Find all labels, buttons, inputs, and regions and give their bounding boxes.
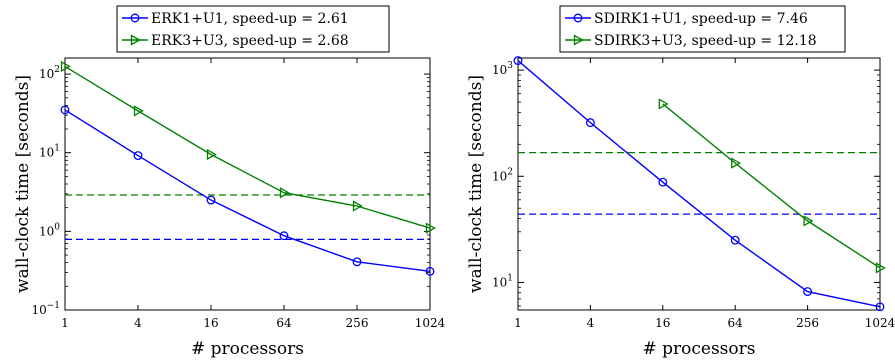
- data-point: [352, 200, 363, 212]
- legend-marker: [130, 34, 141, 46]
- y-tick-label: 101: [492, 273, 513, 289]
- data-point: [658, 177, 668, 187]
- data-point: [206, 148, 217, 161]
- x-tick-label: 4: [587, 316, 595, 330]
- data-point: [803, 215, 814, 227]
- y-tick-base: 10: [492, 275, 507, 289]
- y-tick-exponent: −1: [47, 301, 60, 311]
- y-tick-base: 10: [492, 169, 507, 183]
- x-tick-label: 4: [134, 316, 142, 330]
- legend-box: [559, 5, 846, 53]
- x-tick-label: 64: [276, 316, 292, 330]
- x-tick-label: 16: [203, 316, 218, 330]
- data-point: [133, 105, 144, 117]
- y-tick-exponent: 2: [54, 65, 60, 75]
- x-tick-label: 256: [796, 316, 819, 330]
- data-point: [731, 157, 742, 169]
- data-point: [425, 266, 435, 276]
- legend-label: SDIRK3+U3, speed-up = 12.18: [594, 33, 817, 49]
- x-axis-label: # processors: [642, 339, 755, 359]
- data-point: [60, 60, 71, 73]
- y-tick-base: 10: [31, 303, 46, 317]
- x-tick-label: 64: [728, 316, 744, 330]
- data-point: [425, 222, 436, 234]
- y-tick-label: 102: [39, 65, 60, 81]
- y-tick-exponent: 3: [507, 61, 513, 71]
- legend: ERK1+U1, speed-up = 2.61 ERK3+U3, speed-u…: [116, 5, 390, 53]
- legend-marker: [573, 34, 584, 46]
- series-line-1: [64, 109, 431, 273]
- y-tick-label: 100: [39, 222, 60, 238]
- x-axis-label: # processors: [191, 339, 304, 359]
- x-tick-label: 1024: [415, 316, 446, 330]
- axes-frame: [64, 57, 431, 311]
- y-axis-label: wall-clock time [seconds]: [466, 75, 486, 293]
- y-tick-label: 101: [39, 144, 60, 160]
- y-tick-label: 103: [492, 61, 513, 77]
- series-line-1: [517, 60, 881, 308]
- y-tick-label: 10−1: [31, 301, 60, 317]
- data-point: [875, 302, 885, 312]
- y-tick-base: 10: [39, 224, 54, 238]
- y-tick-label: 102: [492, 167, 513, 183]
- data-point: [133, 151, 143, 161]
- y-axis-label: wall-clock time [seconds]: [13, 75, 33, 293]
- series-line-2: [662, 103, 881, 269]
- data-point: [352, 257, 362, 267]
- data-point: [730, 235, 740, 245]
- x-tick-label: 1024: [865, 316, 895, 330]
- legend-box: [116, 5, 390, 53]
- x-tick-label: 256: [346, 316, 369, 330]
- data-point: [803, 287, 813, 297]
- x-tick-label: 1: [61, 316, 69, 330]
- axes-frame: [517, 57, 881, 311]
- y-tick-base: 10: [492, 63, 507, 77]
- legend-marker: [573, 13, 583, 23]
- data-point: [60, 105, 70, 115]
- y-tick-base: 10: [39, 146, 54, 160]
- y-tick-exponent: 0: [54, 222, 60, 232]
- y-tick-exponent: 1: [54, 144, 60, 154]
- legend-label: ERK1+U1, speed-up = 2.61: [151, 11, 349, 27]
- data-point: [513, 56, 523, 66]
- data-point: [279, 231, 289, 241]
- x-tick-label: 16: [655, 316, 670, 330]
- data-point: [206, 195, 216, 205]
- legend-marker: [130, 13, 140, 23]
- legend-label: SDIRK1+U1, speed-up = 7.46: [594, 11, 808, 27]
- x-tick-label: 1: [514, 316, 522, 330]
- data-point: [279, 187, 290, 199]
- y-tick-exponent: 1: [507, 273, 513, 283]
- y-tick-base: 10: [39, 67, 54, 81]
- series-line-2: [64, 65, 431, 229]
- data-point: [658, 98, 669, 110]
- data-point: [585, 118, 595, 128]
- legend-label: ERK3+U3, speed-up = 2.68: [151, 33, 349, 49]
- legend: SDIRK1+U1, speed-up = 7.46 SDIRK3+U3, spe…: [559, 5, 846, 53]
- y-tick-exponent: 2: [507, 167, 513, 177]
- data-point: [875, 262, 886, 274]
